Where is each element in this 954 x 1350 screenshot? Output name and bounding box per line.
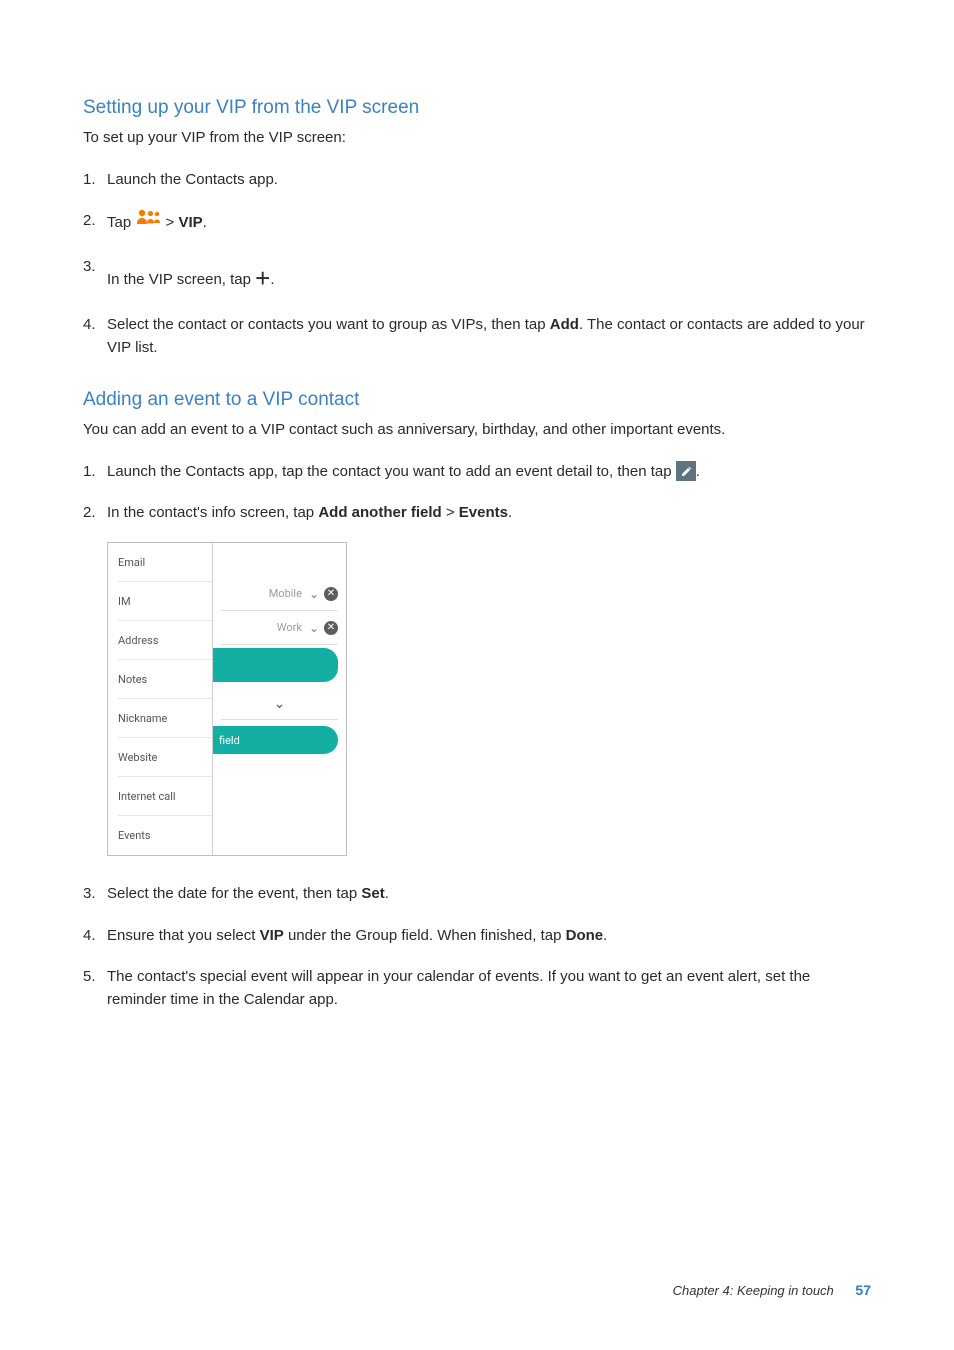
chevron-down-icon[interactable]: ⌄ — [309, 587, 319, 601]
step-text-part: Tap — [107, 214, 135, 231]
list-item[interactable]: Website — [118, 738, 212, 777]
list-item[interactable]: Internet call — [118, 777, 212, 816]
button-label: field — [219, 734, 240, 747]
step-4: 4. Ensure that you select VIP under the … — [83, 924, 871, 947]
step-number: 4. — [83, 313, 96, 336]
step-text-bold: VIP — [178, 214, 202, 231]
step-text-part: . — [508, 504, 512, 521]
selected-field-highlight — [213, 648, 338, 682]
intro-add-event: You can add an event to a VIP contact su… — [83, 419, 871, 442]
step-text-part: . — [385, 885, 389, 902]
embedded-screenshot: Email IM Address Notes Nickname Website … — [107, 542, 347, 856]
chapter-label: Chapter 4: Keeping in touch — [673, 1283, 834, 1298]
step-1: 1. Launch the Contacts app. — [83, 168, 871, 191]
step-4: 4. Select the contact or contacts you wa… — [83, 313, 871, 360]
step-2: 2. Tap > VIP. — [83, 209, 871, 237]
step-number: 1. — [83, 460, 96, 483]
step-number: 3. — [83, 882, 96, 905]
step-text-part: In the VIP screen, tap — [107, 271, 255, 288]
step-text-bold: Add another field — [318, 504, 441, 521]
step-1: 1. Launch the Contacts app, tap the cont… — [83, 460, 871, 483]
step-text-part: . — [696, 463, 700, 480]
step-3: 3. In the VIP screen, tap +. — [83, 255, 871, 295]
list-item[interactable]: Email — [118, 543, 212, 582]
plus-icon: + — [255, 263, 270, 293]
step-text: Launch the Contacts app. — [107, 171, 278, 188]
step-3: 3. Select the date for the event, then t… — [83, 882, 871, 905]
list-item[interactable]: IM — [118, 582, 212, 621]
phone-field-work[interactable]: Work ⌄ ✕ — [221, 611, 338, 645]
list-item[interactable]: Nickname — [118, 699, 212, 738]
step-5: 5. The contact's special event will appe… — [83, 965, 871, 1012]
step-text-bold: Set — [361, 885, 384, 902]
step-number: 2. — [83, 209, 96, 232]
list-item[interactable]: Events — [118, 816, 212, 855]
step-text-part: Launch the Contacts app, tap the contact… — [107, 463, 676, 480]
step-number: 4. — [83, 924, 96, 947]
chevron-down-icon[interactable]: ⌄ — [309, 621, 319, 635]
step-number: 5. — [83, 965, 96, 988]
field-editor-panel: Mobile ⌄ ✕ Work ⌄ ✕ ⌄ field — [213, 543, 346, 855]
step-text: The contact's special event will appear … — [107, 968, 810, 1008]
step-text-part: . — [603, 927, 607, 944]
step-text-part: > — [166, 214, 179, 231]
field-type-label: Work — [221, 621, 304, 634]
step-text-bold: Done — [566, 927, 604, 944]
field-type-label: Mobile — [221, 587, 304, 600]
heading-add-event: Adding an event to a VIP contact — [83, 389, 871, 411]
heading-vip-setup: Setting up your VIP from the VIP screen — [83, 97, 871, 119]
step-2: 2. In the contact's info screen, tap Add… — [83, 501, 871, 524]
group-dropdown[interactable]: ⌄ — [221, 688, 338, 720]
groups-icon — [135, 207, 161, 235]
add-another-field-button[interactable]: field — [213, 726, 338, 754]
chevron-down-icon: ⌄ — [274, 696, 286, 712]
field-chooser-list: Email IM Address Notes Nickname Website … — [108, 543, 213, 855]
pencil-icon — [676, 461, 696, 481]
list-item[interactable]: Address — [118, 621, 212, 660]
step-text-bold: Events — [459, 504, 508, 521]
step-number: 2. — [83, 501, 96, 524]
page-footer: Chapter 4: Keeping in touch 57 — [673, 1282, 871, 1298]
step-text-part: under the Group field. When finished, ta… — [284, 927, 566, 944]
step-text-part: Select the date for the event, then tap — [107, 885, 361, 902]
phone-field-mobile[interactable]: Mobile ⌄ ✕ — [221, 577, 338, 611]
step-text-bold: VIP — [260, 927, 284, 944]
step-text-bold: Add — [550, 316, 579, 333]
close-icon[interactable]: ✕ — [324, 587, 338, 601]
list-item[interactable]: Notes — [118, 660, 212, 699]
step-number: 3. — [83, 255, 96, 278]
close-icon[interactable]: ✕ — [324, 621, 338, 635]
steps-add-event-cont: 3. Select the date for the event, then t… — [83, 882, 871, 1011]
intro-vip-setup: To set up your VIP from the VIP screen: — [83, 127, 871, 150]
steps-add-event: 1. Launch the Contacts app, tap the cont… — [83, 460, 871, 525]
steps-vip-setup: 1. Launch the Contacts app. 2. Tap > VIP… — [83, 168, 871, 360]
step-number: 1. — [83, 168, 96, 191]
step-text-part: . — [203, 214, 207, 231]
page-number: 57 — [855, 1282, 871, 1298]
step-text-part: Select the contact or contacts you want … — [107, 316, 550, 333]
step-text-part: . — [270, 271, 274, 288]
step-text-part: In the contact's info screen, tap — [107, 504, 318, 521]
step-text-part: Ensure that you select — [107, 927, 260, 944]
step-text-part: > — [442, 504, 459, 521]
